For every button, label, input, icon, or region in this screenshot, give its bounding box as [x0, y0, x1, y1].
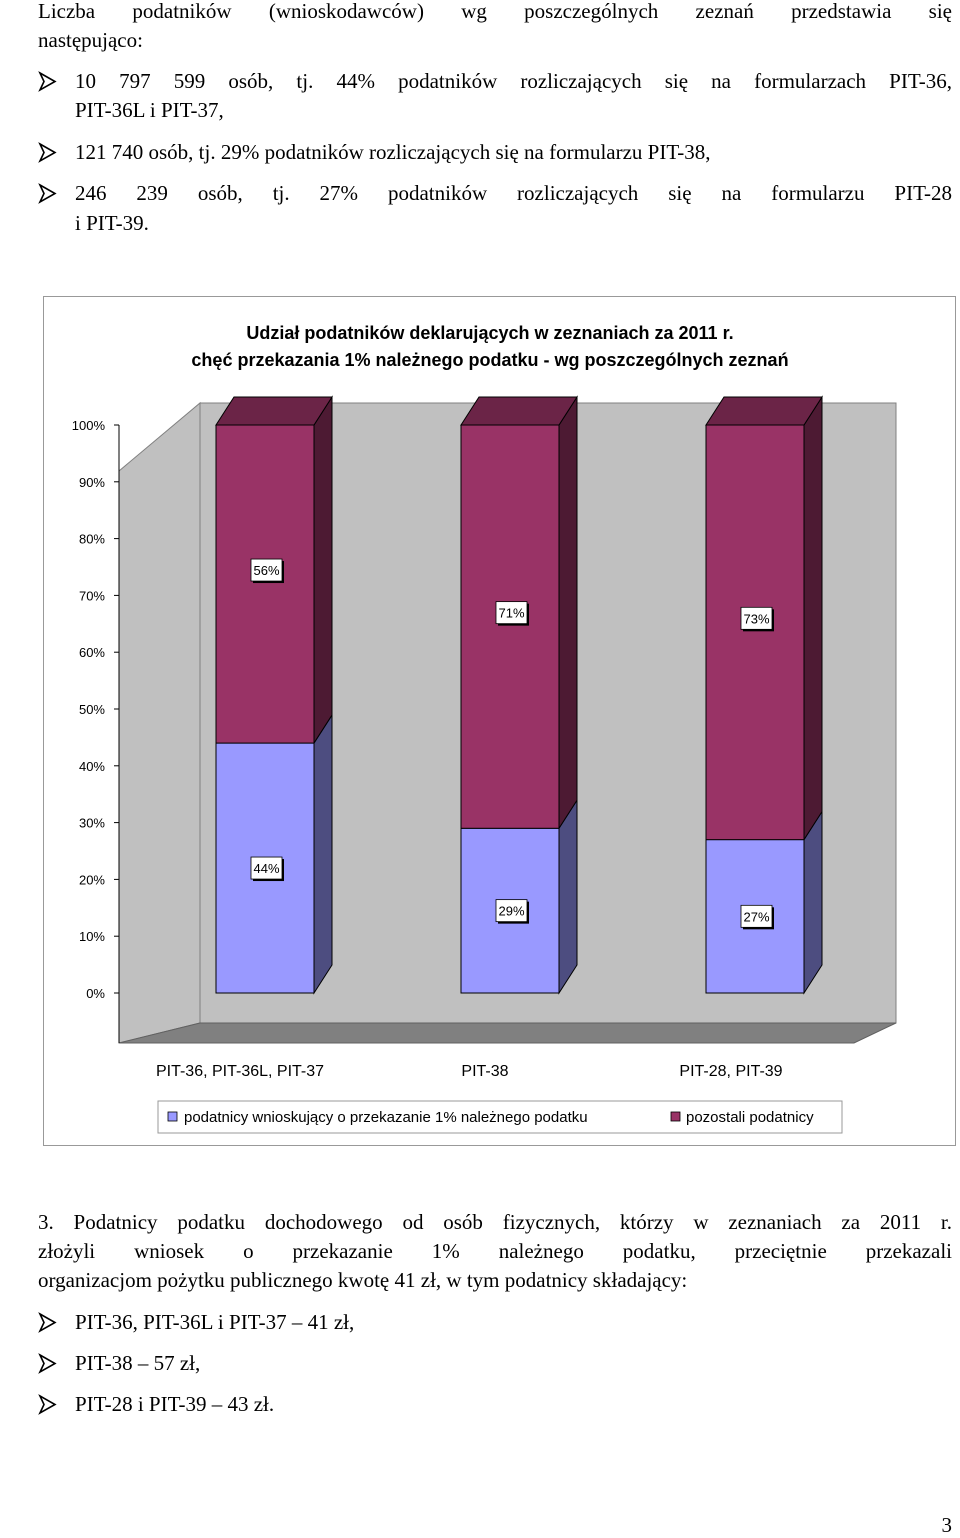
y-tick-label: 50% — [79, 702, 105, 717]
bar-top-2 — [460, 396, 578, 426]
arrow-bullet-icon — [38, 71, 57, 92]
data-label-box — [740, 904, 773, 928]
x-category-label: PIT-36, PIT-36L, PIT-37 — [156, 1063, 324, 1080]
arrow-bullet-icon — [38, 1353, 57, 1374]
data-label: 29% — [498, 904, 524, 919]
y-tick-label: 10% — [79, 929, 105, 944]
arrow-bullet-icon — [38, 1394, 57, 1415]
bar-side-2-1 — [313, 395, 333, 745]
section3-line-1: 3. Podatnicy podatku dochodowego od osób… — [38, 1210, 952, 1234]
bullet-text: 121 740 osób, tj. 29% podatników rozlicz… — [75, 140, 711, 164]
legend-box — [157, 1100, 843, 1134]
bullet-text: 246 239 osób, tj. 27% podatników rozlicz… — [75, 181, 952, 205]
y-tick-label: 90% — [79, 475, 105, 490]
y-tick-label: 100% — [72, 418, 106, 433]
legend-label-2: pozostali podatnicy — [686, 1109, 814, 1126]
bar-2-1 — [215, 424, 315, 744]
bullet-text: PIT-36, PIT-36L i PIT-37 – 41 zł, — [75, 1310, 355, 1334]
chart-subtitle: chęć przekazania 1% należnego podatku - … — [191, 350, 788, 370]
arrow-bullet-icon — [38, 1312, 57, 1333]
x-category-label: PIT-38 — [461, 1063, 508, 1080]
data-label-box — [250, 558, 283, 582]
bullet-text: PIT-28 i PIT-39 – 43 zł. — [75, 1392, 275, 1416]
chart-title: Udział podatników deklarujących w zeznan… — [246, 323, 733, 343]
bar-2-2 — [460, 424, 560, 829]
legend-swatch-1 — [167, 1111, 178, 1122]
bar-side-1-2 — [558, 798, 578, 995]
data-label: 27% — [743, 909, 769, 924]
bar-side-1-3 — [803, 809, 823, 995]
bullet-text: i PIT-39. — [75, 211, 149, 235]
page-number: 3 — [941, 1513, 953, 1537]
data-label: 44% — [253, 861, 279, 876]
intro-line-2: następująco: — [38, 28, 143, 52]
data-label-box — [250, 856, 283, 880]
data-label: 71% — [498, 606, 524, 621]
y-tick-label: 0% — [86, 986, 105, 1001]
bullet-text: PIT-38 – 57 zł, — [75, 1351, 201, 1375]
bar-side-2-3 — [803, 395, 823, 842]
bar-side-2-2 — [558, 395, 578, 830]
y-tick-label: 30% — [79, 816, 105, 831]
bar-side-1-1 — [313, 713, 333, 995]
section3-line-2: złożyli wniosek o przekazanie 1% należne… — [38, 1239, 952, 1263]
section3-line-3: organizacjom pożytku publicznego kwotę 4… — [38, 1268, 688, 1292]
chart-frame: Udział podatników deklarujących w zeznan… — [43, 296, 956, 1146]
y-tick-label: 80% — [79, 532, 105, 547]
bar-top-3 — [705, 396, 823, 426]
data-label-box — [495, 899, 528, 923]
y-tick-label: 20% — [79, 872, 105, 887]
stacked-bar-chart: Udział podatników deklarujących w zeznan… — [72, 323, 897, 1134]
bar-2-3 — [705, 424, 805, 841]
arrow-bullet-icon — [38, 183, 57, 204]
chart-floor — [118, 1022, 897, 1044]
y-tick-label: 40% — [79, 759, 105, 774]
data-label-box — [495, 601, 528, 625]
data-label: 56% — [253, 563, 279, 578]
bullet-text: PIT-36L i PIT-37, — [75, 98, 224, 122]
bullet-text: 10 797 599 osób, tj. 44% podatników rozl… — [75, 69, 952, 93]
y-tick-label: 70% — [79, 588, 105, 603]
y-tick-label: 60% — [79, 645, 105, 660]
legend-swatch-2 — [670, 1111, 681, 1122]
x-category-label: PIT-28, PIT-39 — [679, 1063, 782, 1080]
arrow-bullet-icon — [38, 142, 57, 163]
data-label: 73% — [743, 611, 769, 626]
bar-top-1 — [215, 396, 333, 426]
intro-line-1: Liczba podatników (wnioskodawców) wg pos… — [38, 0, 952, 23]
chart-side-wall — [118, 401, 201, 1044]
data-label-box — [740, 606, 773, 630]
legend-label-1: podatnicy wnioskujący o przekazanie 1% n… — [184, 1109, 588, 1126]
